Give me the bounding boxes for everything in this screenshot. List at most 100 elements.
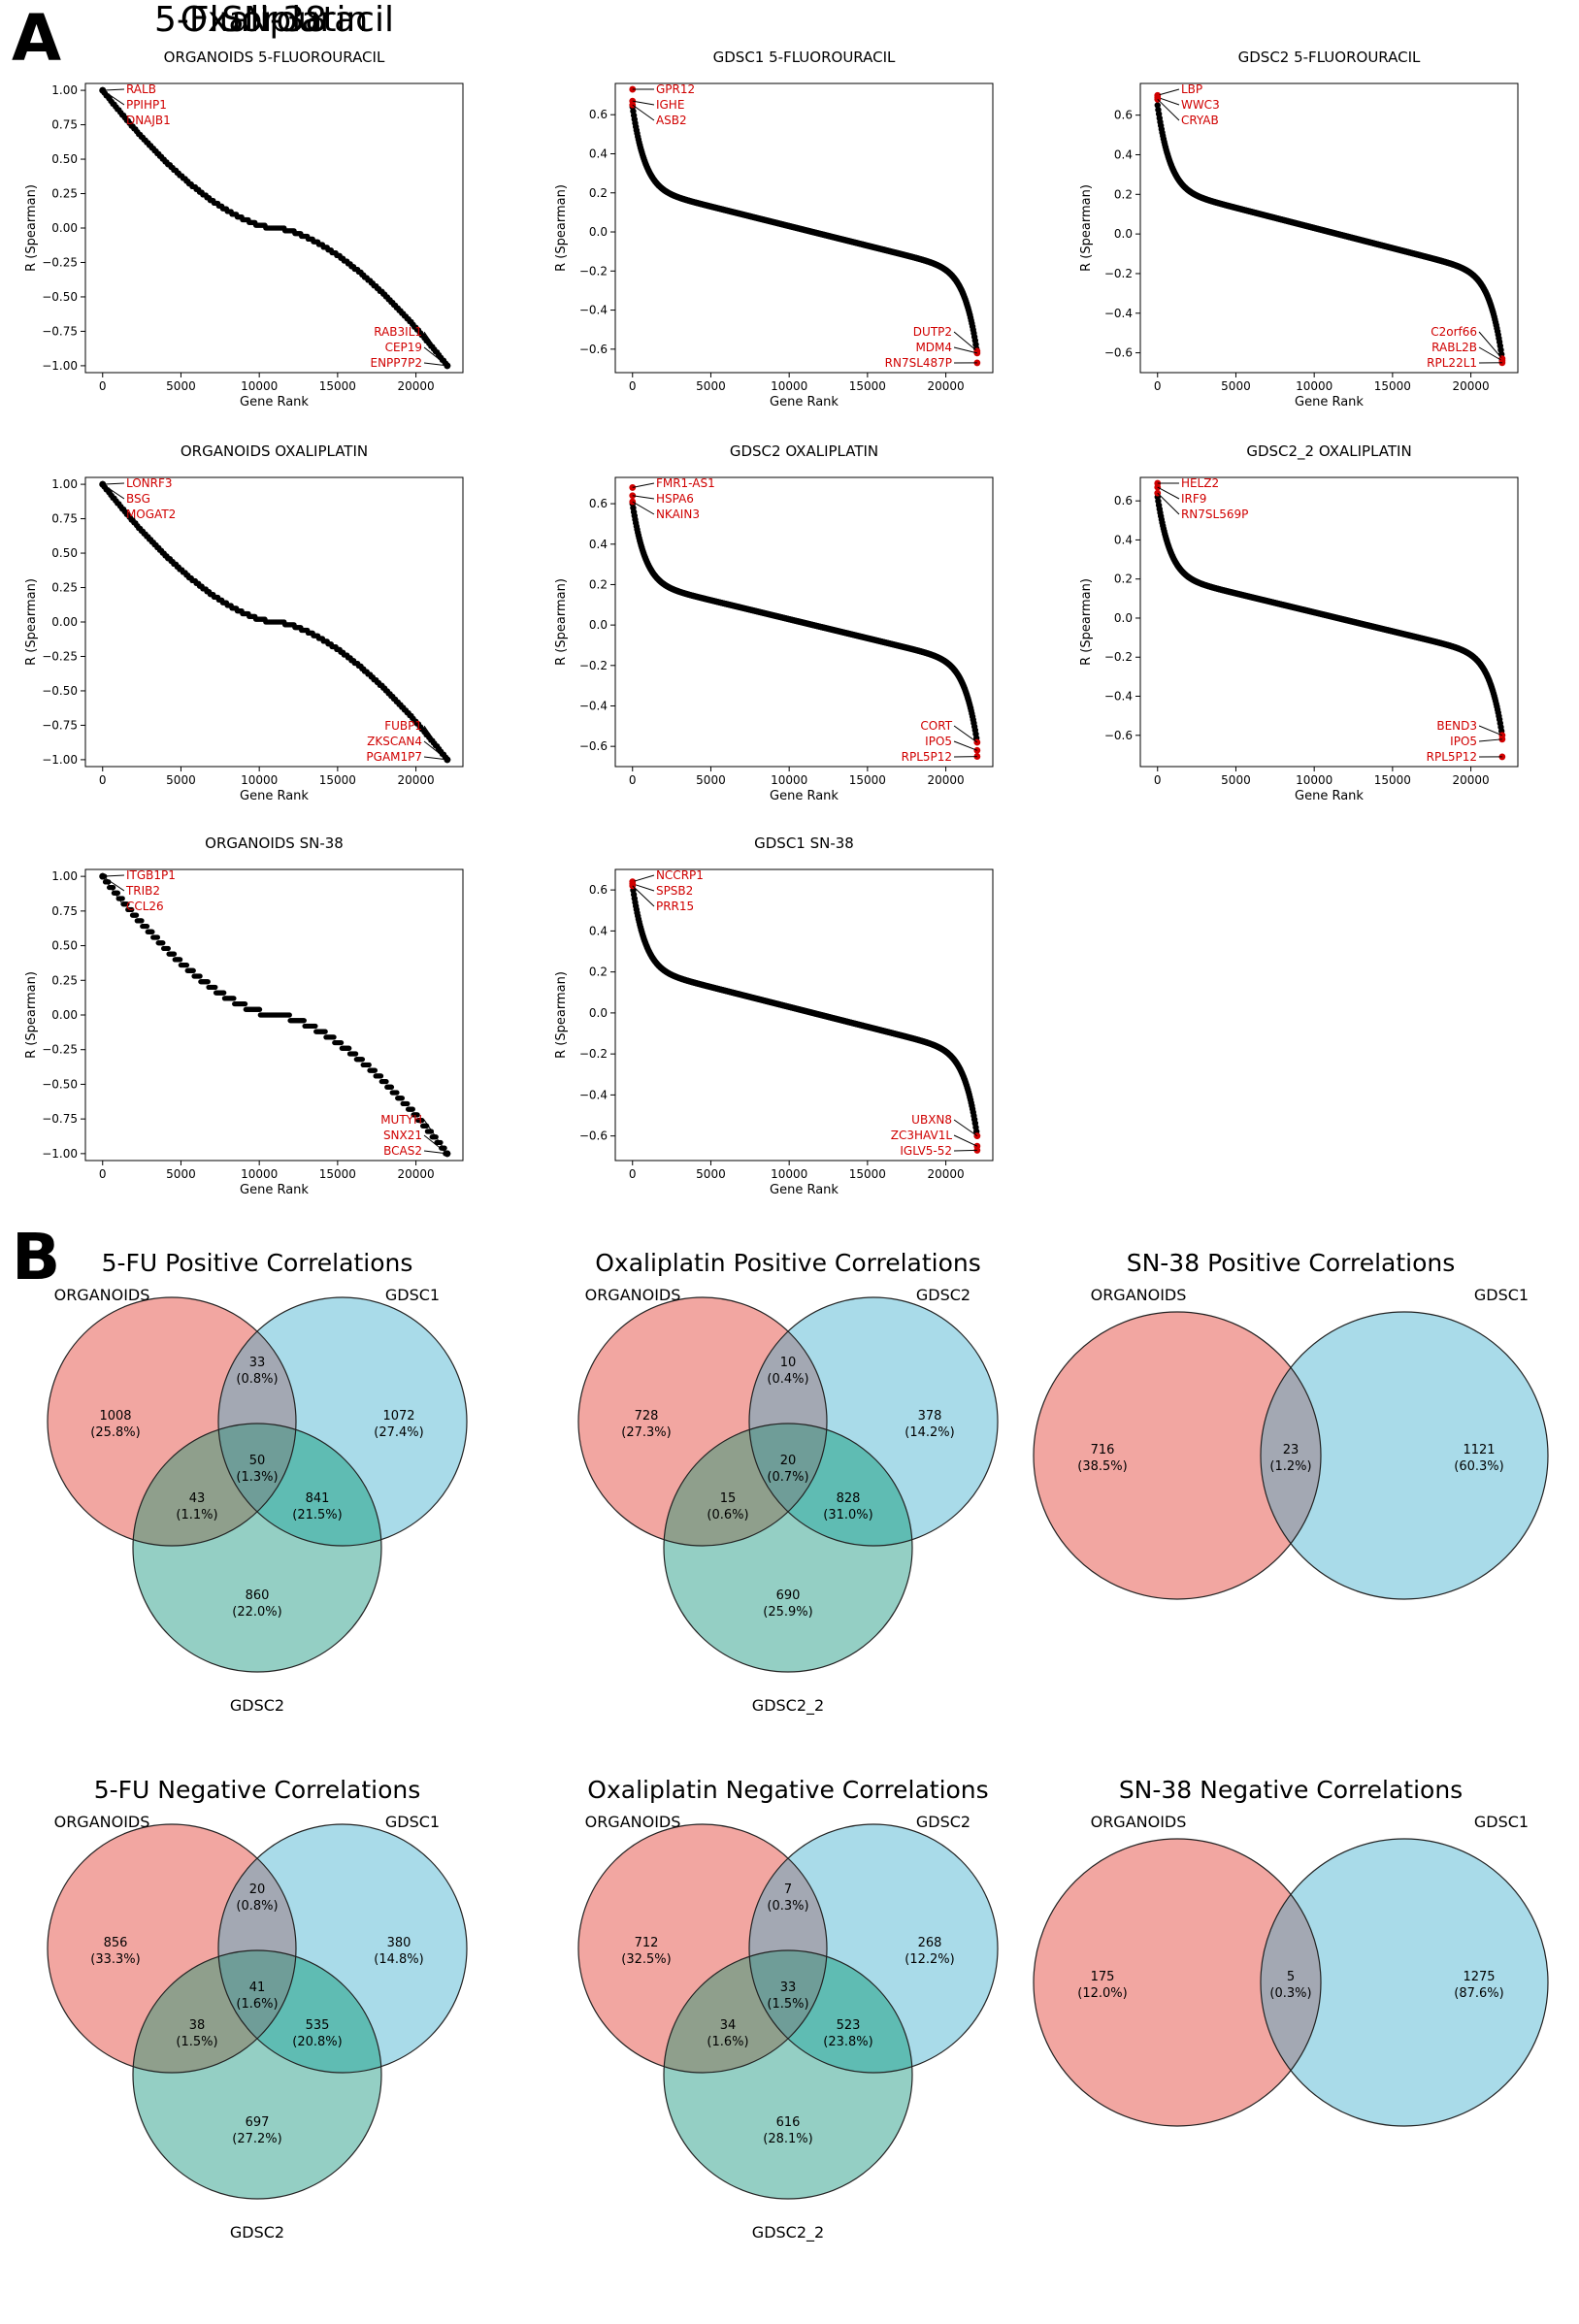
y-tick-label: 0.75	[51, 118, 78, 132]
bottom-gene-label: ZC3HAV1L	[891, 1129, 953, 1142]
y-tick-label: 0.75	[51, 904, 78, 918]
x-tick-label: 10000	[241, 773, 278, 787]
y-tick-label: 1.00	[51, 477, 78, 491]
venn-percent-o_g1: (1.2%)	[1269, 1459, 1311, 1474]
x-tick-label: 10000	[771, 379, 807, 393]
top-gene-leader	[1157, 88, 1180, 96]
y-tick-label: −0.4	[579, 304, 608, 317]
y-tick-label: −0.2	[579, 264, 608, 278]
y-tick-label: 0.0	[589, 618, 608, 632]
bottom-gene-label: IPO5	[1450, 735, 1477, 748]
y-axis-label: R (Spearman)	[24, 578, 39, 666]
data-point	[165, 945, 171, 952]
y-tick-label: 0.50	[51, 152, 78, 166]
y-tick-label: 0.6	[1114, 494, 1133, 507]
venn-percent-o: (12.0%)	[1077, 1986, 1127, 2001]
bottom-gene-label: RPL5P12	[1427, 750, 1477, 764]
y-tick-label: 0.25	[51, 187, 78, 201]
x-tick-label: 20000	[927, 1167, 964, 1181]
y-tick-label: 0.4	[589, 538, 608, 551]
venn-count-g1: 378	[918, 1409, 942, 1424]
venn-percent-all: (1.5%)	[767, 1997, 808, 2012]
x-tick-label: 5000	[1221, 773, 1251, 787]
data-point	[313, 1023, 318, 1030]
y-tick-label: −0.6	[579, 1129, 608, 1143]
panel-label-b: B	[12, 1220, 60, 1294]
y-tick-label: 0.2	[589, 577, 608, 591]
top-gene-leader	[632, 100, 655, 106]
data-point	[190, 967, 196, 973]
data-point	[178, 957, 183, 963]
top-gene-point	[629, 498, 637, 506]
venn-title: 5-FU Positive Correlations	[102, 1249, 413, 1277]
data-point	[139, 918, 145, 924]
top-gene-label: WWC3	[1181, 98, 1220, 112]
venn-set-label: GDSC2	[916, 1813, 970, 1831]
x-tick-label: 15000	[319, 1167, 356, 1181]
venn-count-g1: 1072	[382, 1409, 414, 1424]
venn-count-o: 712	[635, 1936, 659, 1950]
bottom-gene-leader	[423, 362, 447, 367]
top-gene-leader	[102, 874, 124, 877]
top-gene-leader	[102, 483, 125, 515]
y-tick-label: 0.75	[51, 512, 78, 526]
plot-title: GDSC2 OXALIPLATIN	[730, 442, 878, 460]
venn-set-label: GDSC2	[230, 1696, 284, 1715]
venn-percent-o_g2: (1.1%)	[176, 1508, 217, 1522]
venn-count-all: 33	[780, 1980, 797, 1995]
y-tick-label: −1.00	[42, 753, 78, 767]
venn-percent-o_g1: (0.3%)	[767, 1899, 808, 1914]
data-point	[322, 1029, 328, 1034]
data-point	[405, 1100, 411, 1107]
drug-header: SN-38	[221, 0, 327, 40]
x-tick-label: 5000	[166, 773, 196, 787]
top-gene-label: GPR12	[656, 82, 695, 96]
plot-title: GDSC1 5-FLUOROURACIL	[713, 49, 896, 66]
y-tick-label: 0.2	[1114, 187, 1133, 201]
x-tick-label: 5000	[696, 379, 726, 393]
data-point	[286, 1012, 292, 1018]
venn-count-o_g1: 33	[249, 1356, 266, 1370]
top-gene-label: HSPA6	[656, 492, 694, 506]
y-tick-label: −0.4	[1104, 307, 1133, 320]
data-point	[378, 1073, 384, 1079]
data-points	[100, 873, 450, 1157]
x-tick-label: 20000	[397, 1167, 434, 1181]
bottom-gene-leader	[423, 740, 448, 761]
top-gene-point	[99, 872, 107, 880]
y-tick-label: −0.4	[1104, 690, 1133, 704]
venn-percent-g2: (28.1%)	[763, 2132, 812, 2146]
data-point	[388, 1084, 395, 1090]
venn-percent-o: (27.3%)	[621, 1425, 671, 1440]
y-tick-label: 0.0	[1114, 227, 1133, 241]
plot-title: ORGANOIDS SN-38	[205, 835, 344, 852]
bottom-gene-leader	[423, 1134, 448, 1155]
x-tick-label: 15000	[1374, 773, 1411, 787]
x-tick-label: 10000	[241, 1167, 278, 1181]
data-point	[359, 1057, 366, 1063]
bottom-gene-label: RN7SL487P	[885, 356, 952, 370]
data-point	[119, 896, 125, 901]
venn-count-all: 41	[249, 1980, 266, 1995]
x-axis-label: Gene Rank	[770, 789, 839, 803]
bottom-gene-label: CORT	[920, 719, 952, 733]
x-tick-label: 20000	[397, 379, 434, 393]
top-gene-leader	[102, 482, 124, 485]
top-gene-label: DNAJB1	[126, 114, 171, 127]
y-axis-label: R (Spearman)	[554, 578, 569, 666]
venn-count-o_g2: 34	[720, 2018, 737, 2033]
x-tick-label: 15000	[319, 773, 356, 787]
venn-title: SN-38 Negative Correlations	[1119, 1776, 1463, 1804]
plot-frame	[614, 82, 994, 374]
y-tick-label: −0.6	[579, 739, 608, 753]
bottom-gene-label: ENPP7P2	[370, 356, 422, 370]
venn-count-o: 175	[1091, 1970, 1115, 1984]
data-point	[399, 1096, 406, 1101]
x-tick-label: 5000	[166, 1167, 196, 1181]
x-axis-label: Gene Rank	[240, 395, 309, 409]
venn-count-o_g1: 5	[1287, 1970, 1295, 1984]
venn-set-label: GDSC1	[385, 1286, 440, 1304]
